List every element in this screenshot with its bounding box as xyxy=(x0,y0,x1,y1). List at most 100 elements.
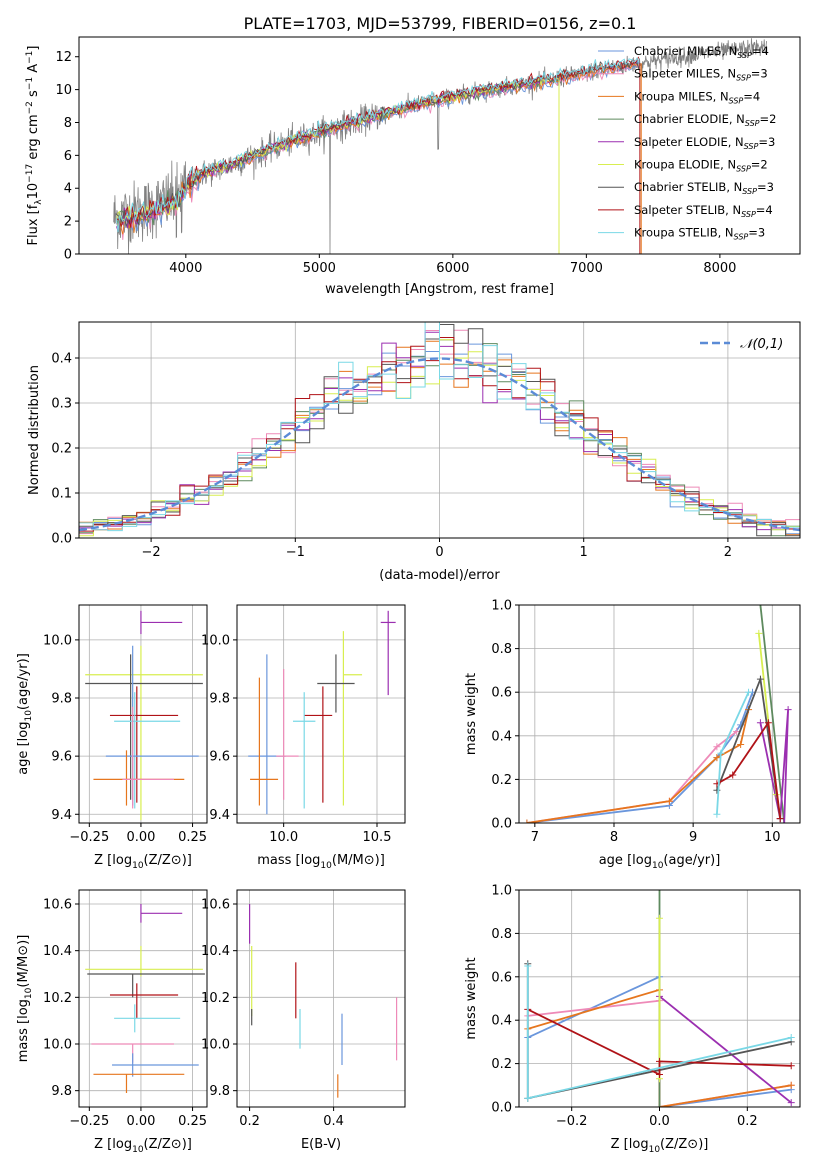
label-part: (M/M⊙)] xyxy=(332,853,385,868)
y-axis-label: mass [log10(M/M⊙)] xyxy=(16,935,34,1063)
legend-label-text: Salpeter STELIB, N xyxy=(634,203,741,217)
model-spectrum-line xyxy=(115,76,559,228)
x-axis-label: Z [log10(Z/Z⊙)] xyxy=(611,1137,709,1155)
y-tick-label: 8 xyxy=(64,116,72,131)
residual-histogram xyxy=(79,337,800,532)
x-tick-label: 0.25 xyxy=(178,830,207,845)
weight-marker xyxy=(665,797,673,805)
y-tick-label: 10.0 xyxy=(43,1038,72,1053)
label-part: wavelength [Angstrom, rest frame] xyxy=(325,282,554,297)
weight-marker xyxy=(764,719,772,727)
weight-marker xyxy=(656,890,663,894)
legend-label-text: Chabrier MILES, N xyxy=(634,44,737,58)
y-tick-label: 0.2 xyxy=(491,1057,512,1072)
label-part: mass weight xyxy=(464,673,479,755)
y-axis-label: age [log10(age/yr)] xyxy=(16,653,34,775)
legend-label-sub: SSP xyxy=(734,233,749,242)
legend-label-text: Kroupa MILES, N xyxy=(634,89,729,103)
y-tick-label: 0.4 xyxy=(491,1014,512,1029)
y-tick-label: 0.4 xyxy=(491,729,512,744)
weight-line xyxy=(759,709,789,823)
mass-vs-metallicity-panel: −0.25 0.00 0.259.810.010.210.410.6Z [log10… xyxy=(16,889,208,1155)
label-part: 10 xyxy=(649,1145,661,1155)
weight-marker xyxy=(524,962,532,970)
mass-vs-ebv-panel: 0.2 0.4 9.8 10.0 10.2 10.4 10.6 E(B-V) xyxy=(201,889,406,1152)
label-part: mass weight xyxy=(464,957,479,1039)
legend-label-text: Chabrier STELIB, N xyxy=(634,180,742,194)
weight-marker xyxy=(780,819,788,823)
residuals-panel: −2 −1 0 1 2 0.0 0.1 0.2 0.3 0.4 (data-model)/error… xyxy=(27,321,801,583)
label-part: Z [ xyxy=(94,1137,112,1152)
y-tick-label: 10.0 xyxy=(43,633,72,648)
legend-label-count: =3 xyxy=(751,67,768,81)
label-part: age [ xyxy=(16,741,31,774)
x-tick-label: 0.4 xyxy=(323,1114,344,1129)
legend-label-sub: SSP xyxy=(745,119,760,128)
y-tick-label: 0.6 xyxy=(491,686,512,701)
x-tick-label: 0.2 xyxy=(239,1114,260,1129)
weight-marker xyxy=(756,605,764,609)
x-tick-label: 0.00 xyxy=(126,1114,155,1129)
y-tick-label: 2 xyxy=(64,215,72,230)
y-axis-label: Flux [fλ10−17 erg cm−2 s−1 A−1] xyxy=(25,46,44,246)
weight-marker xyxy=(656,914,663,922)
legend-label-count: =2 xyxy=(751,158,768,172)
x-tick-label: −0.25 xyxy=(69,830,109,845)
label-part: 10 xyxy=(652,861,664,871)
y-tick-label: 0.2 xyxy=(51,442,72,457)
weight-marker xyxy=(755,629,763,637)
x-tick-label: 10 xyxy=(764,830,781,845)
legend-label-text: Salpeter MILES, N xyxy=(634,67,736,81)
residual-histogram xyxy=(79,331,800,531)
label-part: log xyxy=(301,853,321,868)
y-tick-label: 0.4 xyxy=(51,352,72,367)
label-part: (Z/Z⊙)] xyxy=(144,853,192,868)
legend-label-count: =2 xyxy=(760,112,777,126)
model-spectrum-line xyxy=(115,59,640,232)
y-tick-label: 10.6 xyxy=(201,898,230,913)
x-tick-label: −1 xyxy=(286,545,305,560)
x-tick-label: 4000 xyxy=(169,261,202,276)
y-tick-label: 10.4 xyxy=(43,944,72,959)
figure-title: PLATE=1703, MJD=53799, FIBERID=0156, z=0… xyxy=(244,14,637,33)
x-tick-label: 0.00 xyxy=(126,830,155,845)
y-tick-label: 0.3 xyxy=(51,397,72,412)
label-part: log xyxy=(629,1137,649,1152)
weight-marker xyxy=(784,706,792,714)
weight-marker xyxy=(713,810,721,818)
weight-marker xyxy=(717,749,725,757)
x-tick-label: −0.2 xyxy=(556,1114,588,1129)
label-part: 10 xyxy=(26,183,41,200)
legend-label: Salpeter ELODIE, NSSP=3 xyxy=(634,135,775,151)
legend-label: Chabrier STELIB, NSSP=3 xyxy=(634,180,774,196)
axes-frame xyxy=(236,604,406,824)
y-tick-label: 9.8 xyxy=(51,692,72,707)
y-tick-label: 10 xyxy=(55,83,72,98)
weight-marker xyxy=(656,1103,663,1107)
label-part: log xyxy=(112,1137,132,1152)
weight-line xyxy=(526,730,738,823)
label-part: A xyxy=(26,64,41,77)
model-spectrum-line xyxy=(115,56,640,233)
weight-marker xyxy=(656,1070,663,1078)
x-axis-label: Z [log10(Z/Z⊙)] xyxy=(94,853,192,871)
legend-label-sub: SSP xyxy=(737,51,752,60)
legend-label-count: =3 xyxy=(748,226,765,240)
weight-line xyxy=(759,605,786,823)
legend-label-count: =3 xyxy=(757,180,774,194)
legend-label-text: Chabrier ELODIE, N xyxy=(634,112,745,126)
label-part: Z [ xyxy=(611,1137,629,1152)
label-part: log xyxy=(112,853,132,868)
label-part: 10 xyxy=(24,987,34,999)
legend-label-sub: SSP xyxy=(742,187,757,196)
residual-histogram xyxy=(79,339,800,537)
axes-frame xyxy=(518,604,801,824)
label-part: 10 xyxy=(24,710,34,722)
axes-frame xyxy=(78,889,208,1108)
label-part: ] xyxy=(26,46,41,51)
legend-label-sub: SSP xyxy=(744,142,759,151)
x-axis-label: Z [log10(Z/Z⊙)] xyxy=(94,1137,192,1155)
label-part: (age/yr)] xyxy=(663,853,720,868)
y-tick-label: 0.8 xyxy=(491,927,512,942)
weight-line xyxy=(526,709,750,823)
